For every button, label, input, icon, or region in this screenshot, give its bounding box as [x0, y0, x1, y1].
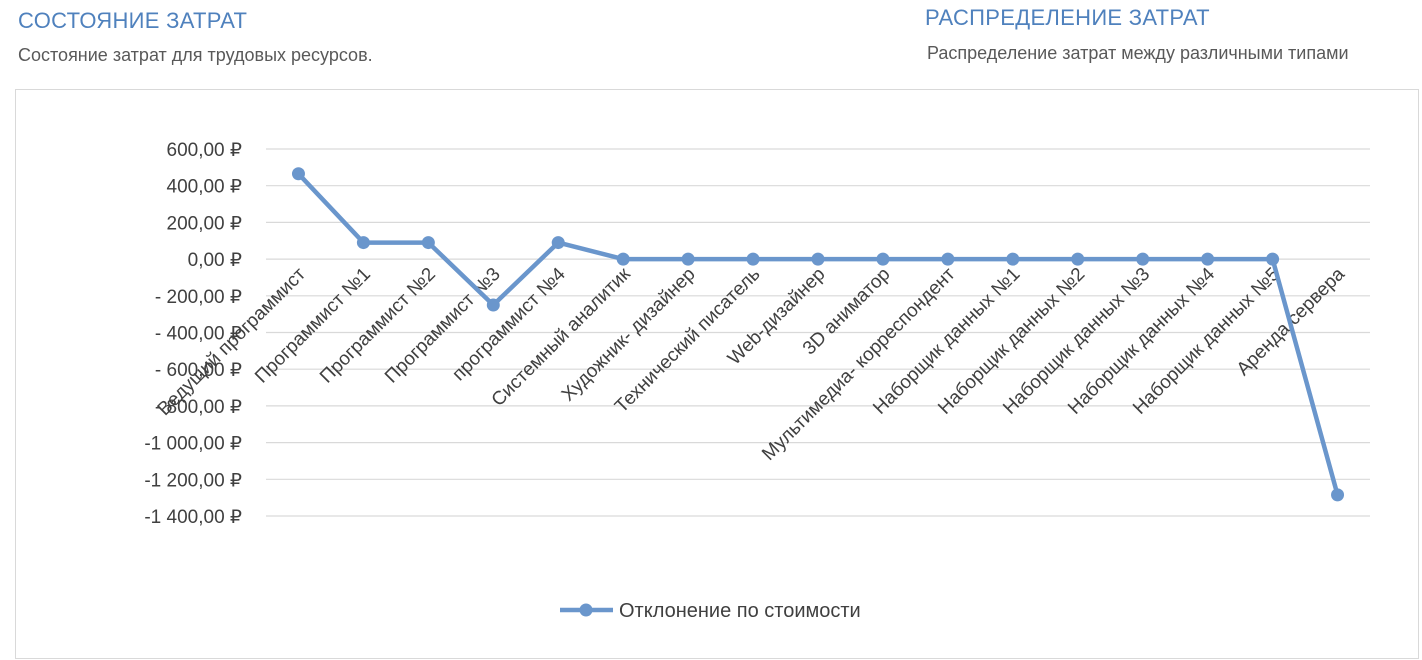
- y-tick-label: - 200,00 ₽: [155, 287, 242, 308]
- y-tick-label: -1 200,00 ₽: [144, 470, 242, 491]
- data-point: [551, 236, 565, 250]
- data-point: [876, 252, 890, 266]
- data-point: [291, 167, 305, 181]
- chart-subtitle: Состояние затрат для трудовых ресурсов.: [18, 45, 373, 65]
- data-point: [681, 252, 695, 266]
- y-tick-label: -1 400,00 ₽: [144, 507, 242, 528]
- data-point: [356, 236, 370, 250]
- data-point: [811, 252, 825, 266]
- y-tick-label: 0,00 ₽: [188, 250, 242, 271]
- gridlines: [266, 148, 1370, 517]
- data-point: [1331, 488, 1345, 502]
- chart-title: СОСТОЯНИЕ ЗАТРАТ: [18, 8, 248, 33]
- data-point: [1136, 252, 1150, 266]
- y-tick-label: - 800,00 ₽: [155, 397, 242, 418]
- data-point: [1006, 252, 1020, 266]
- legend: Отклонение по стоимости: [560, 600, 861, 622]
- y-tick-label: 200,00 ₽: [167, 213, 242, 234]
- y-tick-label: -1 000,00 ₽: [144, 434, 242, 455]
- y-axis: 600,00 ₽ 400,00 ₽ 200,00 ₽ 0,00 ₽ - 200,00 ₽…: [144, 140, 242, 528]
- data-point: [486, 298, 500, 312]
- series-points: [291, 167, 1345, 502]
- y-tick-label: 600,00 ₽: [167, 140, 242, 161]
- data-point: [941, 252, 955, 266]
- line-chart: 600,00 ₽ 400,00 ₽ 200,00 ₽ 0,00 ₽ - 200,00 ₽…: [144, 140, 1370, 622]
- next-chart-subtitle: Распределение затрат между различными ти…: [927, 43, 1349, 63]
- legend-marker: [579, 603, 593, 617]
- data-point: [421, 236, 435, 250]
- y-tick-label: 400,00 ₽: [167, 177, 242, 198]
- data-point: [746, 252, 760, 266]
- data-point: [1071, 252, 1085, 266]
- data-point: [1201, 252, 1215, 266]
- y-tick-label: - 600,00 ₽: [155, 360, 242, 381]
- y-tick-label: - 400,00 ₽: [155, 324, 242, 345]
- data-point: [1266, 252, 1280, 266]
- data-point: [616, 252, 630, 266]
- next-chart-title: РАСПРЕДЕЛЕНИЕ ЗАТРАТ: [925, 5, 1210, 30]
- legend-label: Отклонение по стоимости: [619, 600, 861, 622]
- chart-area[interactable]: 600,00 ₽ 400,00 ₽ 200,00 ₽ 0,00 ₽ - 200,00 ₽…: [15, 89, 1419, 659]
